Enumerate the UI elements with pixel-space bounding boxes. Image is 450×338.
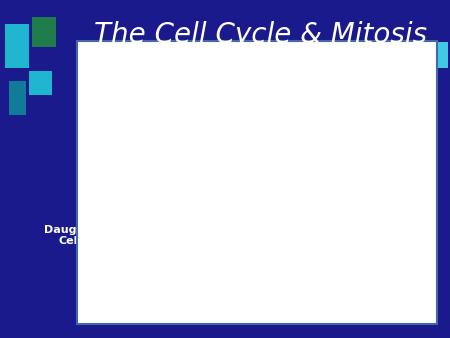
- Text: Cell Divides into: Cell Divides into: [254, 236, 356, 246]
- Text: Anaphase: Anaphase: [265, 197, 292, 208]
- Ellipse shape: [99, 186, 119, 206]
- FancyArrow shape: [154, 171, 168, 219]
- Text: Mitosis: Mitosis: [264, 121, 288, 127]
- Text: INTERPHASE: INTERPHASE: [243, 52, 298, 61]
- Text: Prometaphase: Prometaphase: [232, 183, 267, 210]
- FancyArrow shape: [374, 171, 387, 219]
- Polygon shape: [222, 166, 320, 218]
- Text: Cells
Mature: Cells Mature: [186, 122, 230, 144]
- Text: Daughter
Cells: Daughter Cells: [44, 225, 102, 246]
- Ellipse shape: [94, 214, 138, 258]
- Text: G₂: G₂: [332, 152, 343, 162]
- Text: DNA Copied: DNA Copied: [232, 96, 310, 110]
- Text: The Cell Cycle & Mitosis: The Cell Cycle & Mitosis: [94, 22, 428, 49]
- Text: Telophase: Telophase: [280, 186, 305, 206]
- Ellipse shape: [219, 113, 323, 218]
- Text: M: M: [269, 115, 276, 120]
- Ellipse shape: [106, 226, 126, 246]
- Ellipse shape: [87, 174, 130, 218]
- Ellipse shape: [163, 57, 379, 273]
- Text: Prophase: Prophase: [230, 173, 248, 197]
- Text: Cells prepare for
Division: Cells prepare for Division: [287, 122, 380, 144]
- Text: Metaphase: Metaphase: [248, 197, 279, 208]
- Text: MITOTIC PHASE (M): MITOTIC PHASE (M): [248, 192, 322, 201]
- Text: S: S: [268, 113, 274, 123]
- FancyArrow shape: [204, 236, 370, 264]
- Text: Cytokinesis: Cytokinesis: [292, 171, 313, 200]
- Text: Identical cells: Identical cells: [262, 252, 348, 262]
- Text: G₁: G₁: [208, 152, 221, 162]
- Ellipse shape: [166, 61, 376, 270]
